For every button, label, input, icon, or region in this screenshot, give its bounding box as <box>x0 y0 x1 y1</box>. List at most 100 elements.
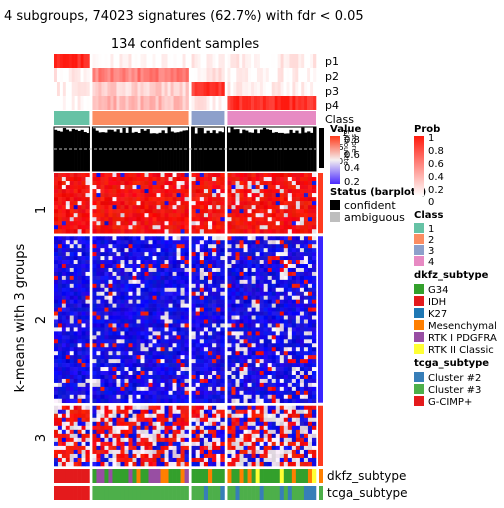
heatmap-cell <box>85 422 89 426</box>
heatmap-cell <box>192 410 196 414</box>
heatmap-cell <box>177 371 181 375</box>
heatmap-cell <box>244 406 248 410</box>
heatmap-cell <box>82 292 86 296</box>
heatmap-cell <box>173 268 177 272</box>
heatmap-cell <box>288 426 292 430</box>
heatmap-cell <box>300 248 304 252</box>
prob-cell <box>310 96 313 110</box>
heatmap-cell <box>96 320 100 324</box>
heatmap-cell <box>240 260 244 264</box>
heatmap-cell <box>264 244 268 248</box>
heatmap-cell <box>248 414 252 418</box>
heatmap-cell <box>177 323 181 327</box>
heatmap-cell <box>220 296 224 300</box>
heatmap-cell <box>157 177 161 181</box>
heatmap-cell <box>196 391 200 395</box>
heatmap-cell <box>292 205 296 209</box>
heatmap-cell <box>100 300 104 304</box>
prob-cell <box>162 96 165 110</box>
heatmap-cell <box>145 438 149 442</box>
heatmap-cell <box>308 316 312 320</box>
heatmap-cell <box>227 173 231 177</box>
heatmap-cell <box>240 391 244 395</box>
heatmap-cell <box>284 347 288 351</box>
heatmap-cell <box>204 229 208 233</box>
class-cell-2 <box>92 111 188 125</box>
heatmap-cell <box>212 205 216 209</box>
prob-cell <box>236 82 239 96</box>
heatmap-cell <box>96 395 100 399</box>
heatmap-cell <box>227 414 231 418</box>
heatmap-cell <box>272 312 276 316</box>
heatmap-cell <box>161 371 165 375</box>
heatmap-cell <box>208 316 212 320</box>
heatmap-cell <box>78 406 82 410</box>
heatmap-cell <box>260 343 264 347</box>
heatmap-cell <box>136 185 140 189</box>
silhouette-bar <box>233 129 236 171</box>
heatmap-cell <box>58 375 62 379</box>
heatmap-cell <box>169 406 173 410</box>
heatmap-cell <box>70 264 74 268</box>
heatmap-cell <box>116 391 120 395</box>
heatmap-cell <box>185 335 189 339</box>
silhouette-bar <box>63 128 66 171</box>
heatmap-cell <box>256 300 260 304</box>
heatmap-cell <box>104 201 108 205</box>
heatmap-cell <box>185 395 189 399</box>
prob-cell <box>239 68 242 82</box>
prob-cell <box>298 68 301 82</box>
heatmap-cell <box>280 205 284 209</box>
heatmap-cell <box>312 225 316 229</box>
heatmap-cell <box>196 280 200 284</box>
heatmap-cell <box>244 221 248 225</box>
heatmap-cell <box>165 323 169 327</box>
heatmap-cell <box>85 276 89 280</box>
heatmap-cell <box>308 367 312 371</box>
heatmap-cell <box>66 410 70 414</box>
heatmap-cell <box>300 375 304 379</box>
heatmap-cell <box>92 399 96 403</box>
heatmap-cell <box>62 296 66 300</box>
heatmap-cell <box>308 422 312 426</box>
heatmap-cell <box>181 331 185 335</box>
heatmap-cell <box>66 193 70 197</box>
heatmap-cell <box>200 450 204 454</box>
prob-cell <box>278 82 281 96</box>
heatmap-cell <box>149 320 153 324</box>
heatmap-cell <box>78 450 82 454</box>
heatmap-cell <box>100 450 104 454</box>
heatmap-cell <box>149 391 153 395</box>
heatmap-cell <box>260 375 264 379</box>
heatmap-cell <box>216 391 220 395</box>
heatmap-cell <box>54 173 58 177</box>
heatmap-cell <box>140 189 144 193</box>
heatmap-cell <box>216 442 220 446</box>
heatmap-cell <box>288 201 292 205</box>
heatmap-cell <box>85 229 89 233</box>
heatmap-cell <box>108 363 112 367</box>
heatmap-cell <box>292 320 296 324</box>
heatmap-cell <box>128 454 132 458</box>
prob-cell <box>286 54 289 68</box>
prob-cell <box>310 82 313 96</box>
silhouette-bar <box>75 130 78 171</box>
heatmap-cell <box>252 462 256 466</box>
heatmap-cell <box>149 209 153 213</box>
heatmap-cell <box>153 189 157 193</box>
heatmap-cell <box>192 248 196 252</box>
heatmap-cell <box>169 442 173 446</box>
heatmap-cell <box>216 284 220 288</box>
heatmap-cell <box>149 371 153 375</box>
heatmap-cell <box>62 359 66 363</box>
heatmap-cell <box>220 284 224 288</box>
heatmap-cell <box>112 442 116 446</box>
heatmap-cell <box>244 323 248 327</box>
heatmap-cell <box>212 280 216 284</box>
heatmap-cell <box>236 442 240 446</box>
heatmap-cell <box>62 225 66 229</box>
heatmap-cell <box>124 201 128 205</box>
prob-cell <box>174 54 177 68</box>
heatmap-cell <box>177 173 181 177</box>
heatmap-cell <box>173 395 177 399</box>
